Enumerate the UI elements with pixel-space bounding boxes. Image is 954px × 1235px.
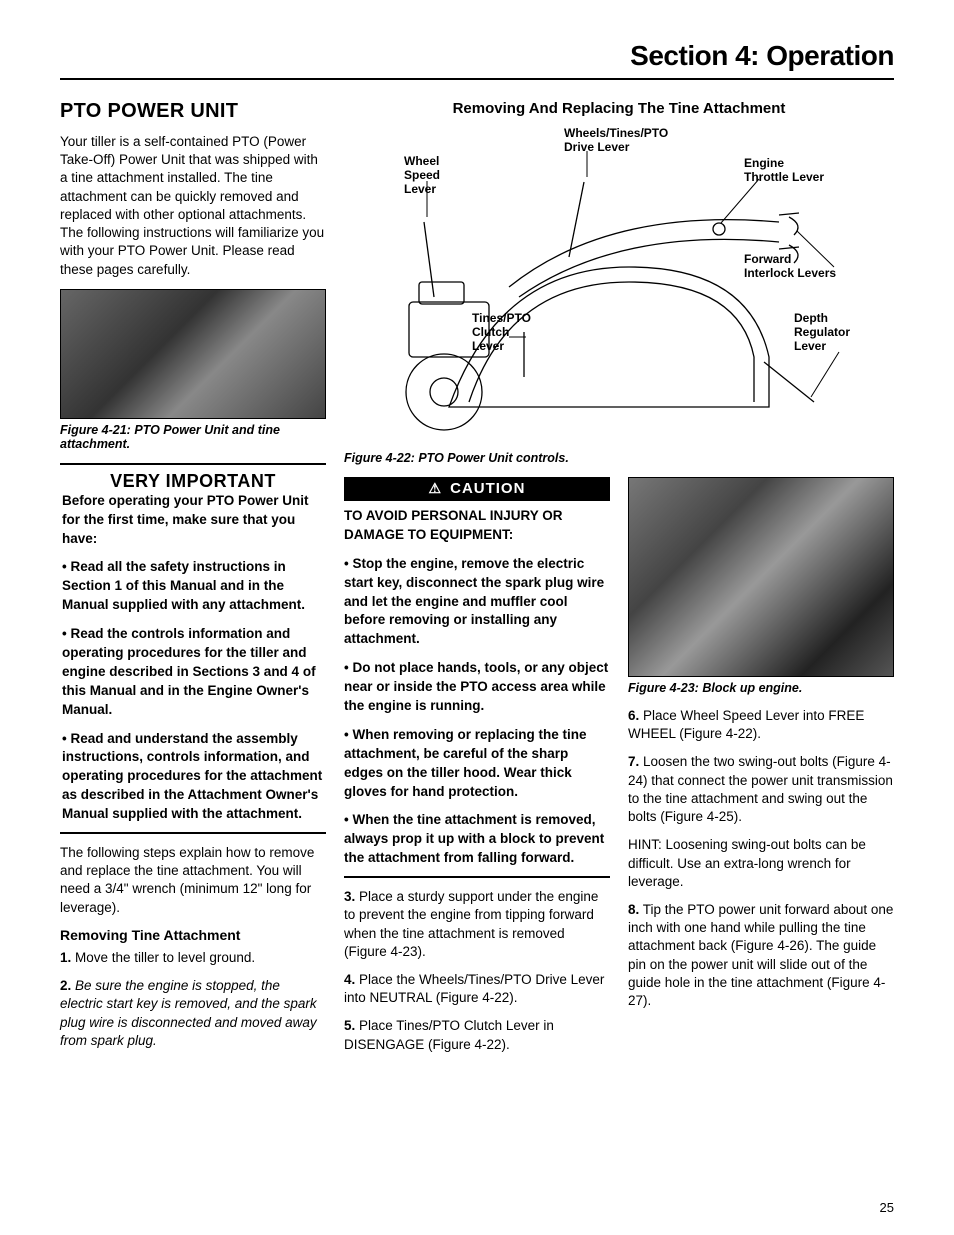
label-wheel-speed: Wheel Speed Lever <box>404 155 440 196</box>
figure-4-23-caption: Figure 4-23: Block up engine. <box>628 681 894 695</box>
step-7-num: 7. <box>628 754 639 769</box>
label-interlock: Forward Interlock Levers <box>744 253 836 281</box>
removing-heading: Removing Tine Attachment <box>60 927 326 943</box>
caution-bar: ⚠ CAUTION <box>344 477 610 501</box>
step-2-text: Be sure the engine is stopped, the elect… <box>60 978 317 1048</box>
very-important-box: VERY IMPORTANT Before operating your PTO… <box>60 463 326 834</box>
vi-intro: Before operating your PTO Power Unit for… <box>62 492 324 549</box>
caution-b2: • Do not place hands, tools, or any obje… <box>344 659 610 716</box>
figure-4-22-diagram: Wheel Speed Lever Wheels/Tines/PTO Drive… <box>344 127 894 447</box>
step-8: 8. Tip the PTO power unit forward about … <box>628 901 894 1010</box>
figure-4-22-caption: Figure 4-22: PTO Power Unit controls. <box>344 451 894 465</box>
step-6: 6. Place Wheel Speed Lever into FREE WHE… <box>628 707 894 743</box>
caution-b4: • When the tine attachment is removed, a… <box>344 811 610 868</box>
step-8-text: Tip the PTO power unit forward about one… <box>628 902 893 1008</box>
caution-b1: • Stop the engine, remove the electric s… <box>344 555 610 649</box>
step-3: 3. Place a sturdy support under the engi… <box>344 888 610 961</box>
step-8-num: 8. <box>628 902 639 917</box>
warning-icon: ⚠ <box>429 480 443 497</box>
very-important-title: VERY IMPORTANT <box>62 471 324 492</box>
step-4-text: Place the Wheels/Tines/PTO Drive Lever i… <box>344 972 604 1005</box>
caution-box: ⚠ CAUTION TO AVOID PERSONAL INJURY OR DA… <box>344 477 610 878</box>
column-3: Figure 4-23: Block up engine. 6. Place W… <box>628 477 894 1064</box>
label-clutch: Tines/PTO Clutch Lever <box>472 312 531 353</box>
step-4: 4. Place the Wheels/Tines/PTO Drive Leve… <box>344 971 610 1007</box>
step-6-text: Place Wheel Speed Lever into FREE WHEEL … <box>628 708 864 741</box>
column-2: ⚠ CAUTION TO AVOID PERSONAL INJURY OR DA… <box>344 477 610 1064</box>
step-5: 5. Place Tines/PTO Clutch Lever in DISEN… <box>344 1017 610 1053</box>
label-throttle: Engine Throttle Lever <box>744 157 824 185</box>
step-3-num: 3. <box>344 889 355 904</box>
caution-label: CAUTION <box>450 480 525 497</box>
label-depth: Depth Regulator Lever <box>794 312 850 353</box>
vi-bullet-2: • Read the controls information and oper… <box>62 625 324 719</box>
step-5-num: 5. <box>344 1018 355 1033</box>
step-3-text: Place a sturdy support under the engine … <box>344 889 598 959</box>
label-drive-lever: Wheels/Tines/PTO Drive Lever <box>564 127 668 155</box>
page-header: Section 4: Operation <box>60 40 894 80</box>
columns-2-3-wrap: Removing And Replacing The Tine Attachme… <box>344 100 894 1064</box>
removing-replacing-heading: Removing And Replacing The Tine Attachme… <box>344 100 894 117</box>
step-5-text: Place Tines/PTO Clutch Lever in DISENGAG… <box>344 1018 554 1051</box>
figure-4-23-image <box>628 477 894 677</box>
main-columns: PTO POWER UNIT Your tiller is a self-con… <box>60 100 894 1064</box>
step-1-num: 1. <box>60 950 71 965</box>
page-number: 25 <box>880 1200 894 1215</box>
step-1-text: Move the tiller to level ground. <box>71 950 255 965</box>
caution-b3: • When removing or replacing the tine at… <box>344 726 610 802</box>
hint-text: HINT: Loosening swing-out bolts can be d… <box>628 836 894 891</box>
caution-intro: TO AVOID PERSONAL INJURY OR DAMAGE TO EQ… <box>344 507 610 545</box>
column-1: PTO POWER UNIT Your tiller is a self-con… <box>60 100 326 1064</box>
vi-bullet-3: • Read and understand the assembly instr… <box>62 730 324 824</box>
figure-4-21-caption: Figure 4-21: PTO Power Unit and tine att… <box>60 423 326 451</box>
pto-heading: PTO POWER UNIT <box>60 100 326 123</box>
step-2: 2. Be sure the engine is stopped, the el… <box>60 977 326 1050</box>
step-2-num: 2. <box>60 978 71 993</box>
step-7-text: Loosen the two swing-out bolts (Figure 4… <box>628 754 893 824</box>
step-4-num: 4. <box>344 972 355 987</box>
intro-text: Your tiller is a self-contained PTO (Pow… <box>60 133 326 279</box>
figure-4-21-image <box>60 289 326 419</box>
vi-bullet-1: • Read all the safety instructions in Se… <box>62 558 324 615</box>
section-title: Section 4: Operation <box>60 40 894 72</box>
steps-intro: The following steps explain how to remov… <box>60 844 326 917</box>
columns-2-3-row: ⚠ CAUTION TO AVOID PERSONAL INJURY OR DA… <box>344 477 894 1064</box>
step-6-num: 6. <box>628 708 639 723</box>
step-7: 7. Loosen the two swing-out bolts (Figur… <box>628 753 894 826</box>
step-1: 1. Move the tiller to level ground. <box>60 949 326 967</box>
